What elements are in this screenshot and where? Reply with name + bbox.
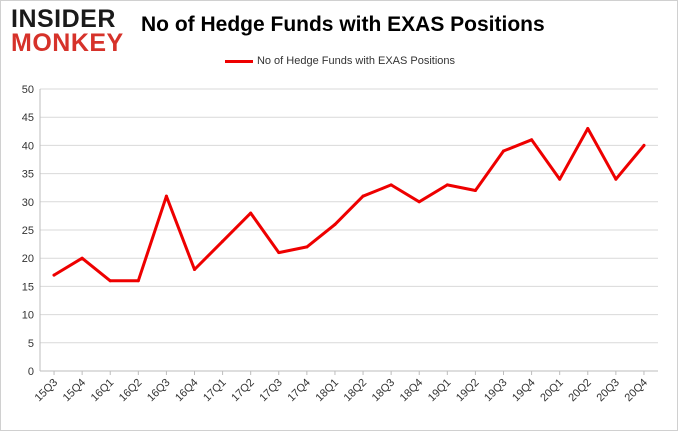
x-tick-label: 15Q4 (61, 377, 89, 405)
y-tick-label: 30 (22, 197, 34, 209)
chart-legend: No of Hedge Funds with EXAS Positions (1, 55, 678, 71)
data-point (417, 200, 421, 204)
x-tick-label: 17Q4 (285, 377, 313, 405)
y-tick-label: 15 (22, 281, 34, 293)
x-tick-label: 19Q4 (510, 377, 538, 405)
data-point (221, 239, 225, 243)
legend-label: No of Hedge Funds with EXAS Positions (256, 55, 456, 68)
data-point (586, 126, 590, 130)
x-tick-label: 17Q3 (257, 377, 285, 405)
x-tick-label: 15Q3 (33, 377, 61, 405)
data-point (530, 138, 534, 142)
chart-title: No of Hedge Funds with EXAS Positions (141, 13, 545, 36)
data-point (193, 267, 196, 271)
y-tick-label: 45 (22, 112, 34, 124)
x-tick-label: 20Q2 (566, 377, 594, 405)
data-point (642, 143, 646, 147)
x-tick-label: 18Q2 (342, 377, 370, 405)
data-point (52, 273, 56, 277)
logo-line-1: INSIDER (11, 5, 116, 33)
x-tick-label: 18Q1 (314, 377, 342, 405)
y-tick-label: 35 (22, 169, 34, 181)
x-tick-label: 19Q1 (426, 377, 454, 405)
x-tick-label: 18Q3 (370, 377, 398, 405)
data-point (445, 183, 449, 187)
y-tick-label: 40 (22, 140, 34, 152)
data-point (305, 245, 309, 249)
data-point (361, 194, 365, 198)
x-tick-label: 16Q2 (117, 377, 145, 405)
x-tick-label: 16Q3 (145, 377, 173, 405)
x-tick-label: 20Q4 (623, 377, 651, 405)
x-tick-label: 16Q4 (173, 377, 201, 405)
y-tick-label: 5 (28, 338, 34, 350)
data-point (614, 177, 618, 181)
data-point (389, 183, 393, 187)
data-point (164, 194, 168, 198)
x-tick-label: 20Q3 (594, 377, 622, 405)
x-tick-label: 19Q3 (482, 377, 510, 405)
x-tick-label: 19Q2 (454, 377, 482, 405)
y-tick-label: 20 (22, 253, 34, 265)
y-tick-label: 0 (28, 366, 34, 378)
y-tick-label: 25 (22, 225, 34, 237)
data-point (333, 222, 337, 226)
data-point (558, 177, 562, 181)
data-point (108, 279, 112, 283)
legend-swatch (224, 59, 253, 63)
y-tick-label: 50 (22, 84, 34, 96)
logo-line-2: MONKEY (11, 29, 124, 57)
x-tick-label: 20Q1 (538, 377, 566, 405)
x-tick-label: 18Q4 (398, 377, 426, 405)
data-point (502, 149, 505, 153)
x-tick-label: 16Q1 (89, 377, 117, 405)
series-line (52, 127, 646, 283)
x-tick-label: 17Q2 (229, 377, 257, 405)
data-point (473, 189, 477, 193)
x-tick-label: 17Q1 (201, 377, 229, 405)
data-point (136, 279, 140, 283)
insider-monkey-logo: INSIDER MONKEY (11, 7, 129, 57)
y-tick-label: 10 (22, 310, 34, 322)
data-point (277, 251, 281, 255)
data-point (249, 211, 253, 215)
data-point (80, 256, 84, 260)
